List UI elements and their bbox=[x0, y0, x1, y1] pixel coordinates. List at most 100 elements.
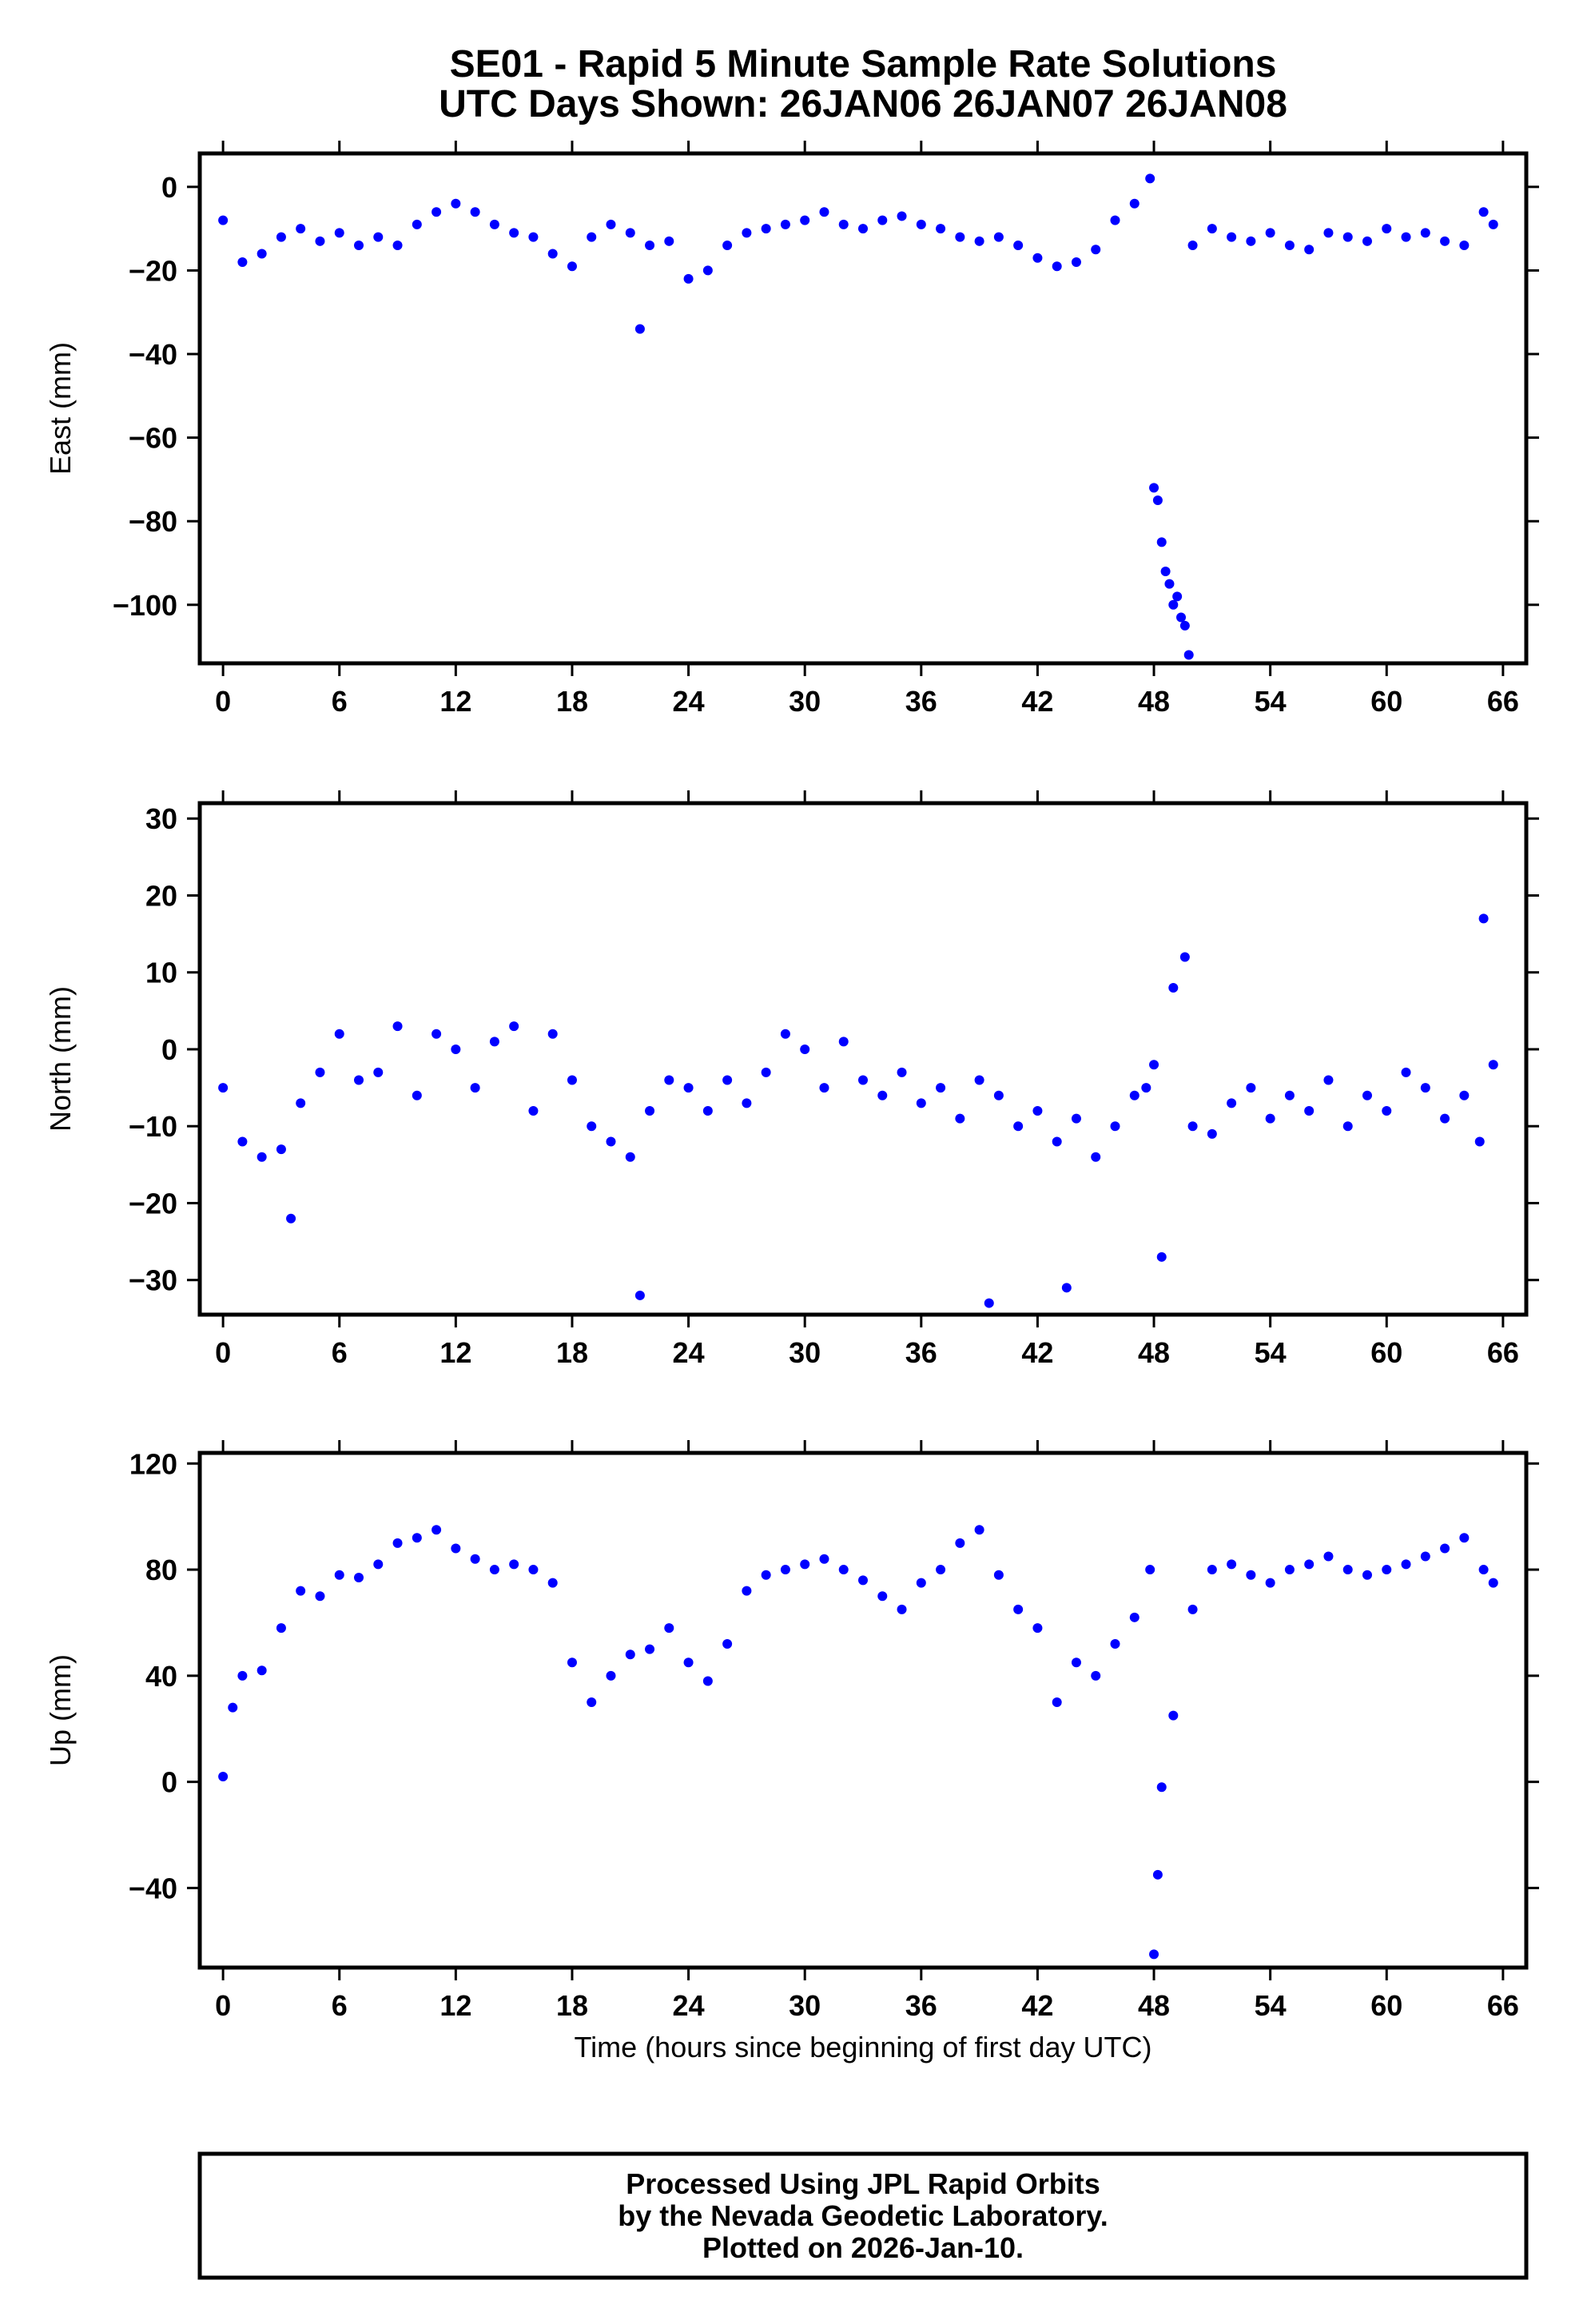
data-point bbox=[800, 215, 810, 225]
data-point bbox=[742, 228, 752, 238]
data-point bbox=[1152, 1869, 1163, 1880]
data-point bbox=[702, 265, 713, 276]
data-point bbox=[1156, 1782, 1167, 1793]
plot-frame bbox=[197, 151, 1529, 666]
plot-frame bbox=[197, 1451, 1529, 1970]
data-point bbox=[1362, 1570, 1372, 1580]
data-point bbox=[1013, 241, 1024, 251]
data-point bbox=[1440, 236, 1450, 246]
data-point bbox=[1227, 1559, 1237, 1570]
data-point bbox=[897, 1604, 907, 1614]
data-point bbox=[1110, 1639, 1120, 1649]
data-point bbox=[1071, 257, 1081, 267]
data-point bbox=[780, 1029, 790, 1039]
data-point bbox=[1187, 1604, 1198, 1614]
data-point bbox=[1323, 228, 1334, 238]
data-point bbox=[858, 224, 868, 234]
data-point bbox=[1129, 1612, 1140, 1622]
data-point bbox=[974, 1525, 984, 1535]
north-panel: 0 6 12 18 24 30 36 42 48 54 60 66 30 20 10 0 −10 −20 −30 No… bbox=[44, 790, 1539, 1369]
data-point bbox=[509, 228, 519, 238]
x-tick-label: 36 bbox=[905, 685, 937, 718]
data-point bbox=[392, 1538, 403, 1548]
data-point bbox=[936, 224, 946, 234]
data-point bbox=[645, 241, 655, 251]
data-point bbox=[489, 1037, 499, 1047]
x-tick-label: 60 bbox=[1370, 1336, 1402, 1369]
data-point bbox=[334, 1029, 344, 1039]
data-point bbox=[877, 1591, 888, 1602]
data-point bbox=[237, 1136, 248, 1147]
data-point bbox=[373, 1067, 384, 1077]
data-point bbox=[858, 1075, 868, 1085]
data-point bbox=[877, 1090, 888, 1100]
data-point bbox=[993, 232, 1004, 242]
x-tick-label: 12 bbox=[440, 1336, 471, 1369]
x-tick-label: 42 bbox=[1021, 1989, 1053, 2022]
data-point bbox=[315, 236, 325, 246]
data-point bbox=[1401, 1559, 1411, 1570]
data-point bbox=[1032, 253, 1043, 263]
data-point bbox=[432, 1029, 442, 1039]
data-point bbox=[334, 1570, 344, 1580]
data-point bbox=[1129, 1090, 1140, 1100]
data-point bbox=[1440, 1113, 1450, 1124]
data-point bbox=[276, 1144, 286, 1155]
data-point bbox=[1227, 232, 1237, 242]
data-point bbox=[276, 232, 286, 242]
data-point bbox=[1342, 232, 1353, 242]
data-point bbox=[1013, 1121, 1024, 1132]
data-point bbox=[722, 1075, 733, 1085]
y-axis-label: Up (mm) bbox=[44, 1654, 77, 1766]
x-tick-label: 48 bbox=[1138, 1989, 1170, 2022]
data-point bbox=[237, 257, 248, 267]
data-point bbox=[1323, 1551, 1334, 1562]
data-point bbox=[838, 1565, 849, 1575]
x-tick-label: 36 bbox=[905, 1989, 937, 2022]
y-tick-label: −10 bbox=[129, 1110, 177, 1143]
data-point bbox=[1284, 241, 1295, 251]
data-point bbox=[1052, 1136, 1062, 1147]
footer-box: Processed Using JPL Rapid Orbits by the … bbox=[197, 2151, 1529, 2280]
data-point bbox=[1160, 566, 1171, 576]
y-tick-label: 40 bbox=[145, 1660, 177, 1693]
y-tick-label: 0 bbox=[161, 1766, 177, 1799]
data-point bbox=[1265, 228, 1275, 238]
data-point bbox=[528, 232, 539, 242]
data-point bbox=[1420, 1551, 1430, 1562]
footer-line3: Plotted on 2026-Jan-10. bbox=[702, 2231, 1024, 2264]
x-tick-label: 36 bbox=[905, 1336, 937, 1369]
x-tick-label: 48 bbox=[1138, 685, 1170, 718]
data-point bbox=[1440, 1543, 1450, 1554]
x-tick-label: 24 bbox=[673, 1336, 705, 1369]
data-point bbox=[1145, 1565, 1155, 1575]
data-point bbox=[1179, 952, 1190, 962]
data-point bbox=[722, 241, 733, 251]
data-point bbox=[1207, 224, 1217, 234]
data-point bbox=[702, 1676, 713, 1686]
data-point bbox=[509, 1021, 519, 1032]
y-tick-label: 120 bbox=[129, 1447, 177, 1480]
data-point bbox=[470, 207, 480, 217]
data-point bbox=[634, 324, 645, 334]
data-point bbox=[1207, 1128, 1217, 1139]
data-point bbox=[1052, 1697, 1062, 1708]
data-point bbox=[315, 1067, 325, 1077]
data-point bbox=[858, 1575, 868, 1586]
plot-frame bbox=[197, 801, 1529, 1317]
data-point bbox=[1488, 1060, 1498, 1070]
data-point bbox=[1488, 219, 1498, 229]
data-point bbox=[528, 1565, 539, 1575]
data-point bbox=[1187, 1121, 1198, 1132]
data-point bbox=[780, 1565, 790, 1575]
data-point bbox=[1145, 173, 1155, 184]
data-point bbox=[1382, 224, 1392, 234]
data-point bbox=[489, 219, 499, 229]
data-point bbox=[1401, 1067, 1411, 1077]
data-point bbox=[1478, 1565, 1489, 1575]
data-point bbox=[334, 228, 344, 238]
y-tick-label: −30 bbox=[129, 1264, 177, 1297]
y-tick-label: 80 bbox=[145, 1554, 177, 1586]
y-axis-label: East (mm) bbox=[44, 342, 77, 475]
x-tick-label: 42 bbox=[1021, 1336, 1053, 1369]
